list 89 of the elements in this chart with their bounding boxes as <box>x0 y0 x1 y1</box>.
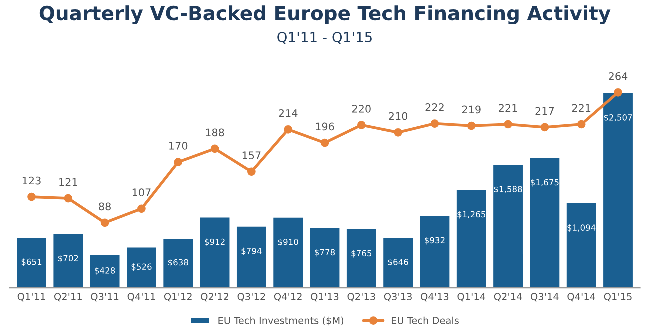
data-label: 214 <box>279 109 298 118</box>
x-tick-label: Q3'13 <box>384 293 412 302</box>
bar <box>198 216 232 288</box>
bar <box>528 156 562 288</box>
point <box>210 144 220 154</box>
point <box>138 204 146 214</box>
data-label: $932 <box>425 237 445 245</box>
bar <box>52 232 84 288</box>
point <box>248 168 256 176</box>
x-tick-label: Q3'11 <box>91 293 119 302</box>
point <box>100 218 110 228</box>
x-tick-label: Q1'13 <box>311 293 339 302</box>
x-tick-label: Q4'12 <box>274 293 302 302</box>
x-tick-label: Q2'11 <box>54 293 82 302</box>
data-label: $778 <box>315 249 336 257</box>
data-label: 220 <box>352 105 371 113</box>
data-label: 222 <box>426 104 444 112</box>
bar <box>308 226 342 288</box>
data-label: $638 <box>168 259 188 267</box>
data-label: 210 <box>389 112 408 120</box>
data-label: 123 <box>22 176 41 185</box>
legend-label: EU Tech Deals <box>392 316 459 324</box>
data-label: 221 <box>499 104 518 112</box>
point <box>174 158 183 166</box>
x-tick-label: Q3'14 <box>531 293 559 302</box>
data-label: 88 <box>99 202 111 211</box>
point <box>284 126 293 134</box>
point <box>394 128 402 137</box>
data-label: 221 <box>572 104 591 112</box>
x-tick-label: Q4'11 <box>128 293 156 302</box>
x-tick-label: Q3'12 <box>238 293 266 302</box>
x-tick-label: Q1'14 <box>458 293 486 302</box>
x-tick-label: Q2'13 <box>348 293 376 302</box>
data-label: 217 <box>536 107 554 115</box>
data-label: 188 <box>206 128 224 137</box>
data-label: $1,265 <box>458 211 486 219</box>
x-tick-label: Q2'14 <box>494 293 522 302</box>
data-label: $526 <box>132 264 152 272</box>
bar <box>602 92 634 288</box>
data-label: $1,588 <box>494 186 522 194</box>
bar <box>88 254 122 288</box>
point <box>614 88 622 97</box>
point <box>577 120 586 129</box>
data-label: 121 <box>60 178 78 186</box>
data-label: $1,675 <box>531 179 559 187</box>
point <box>504 120 512 129</box>
data-label: 157 <box>242 152 261 160</box>
x-tick-label: Q1'15 <box>604 293 632 302</box>
data-label: 196 <box>316 122 334 131</box>
bar <box>272 216 304 288</box>
data-label: 170 <box>170 142 188 150</box>
data-label: 219 <box>462 106 481 114</box>
bar <box>566 202 598 288</box>
data-label: $912 <box>205 238 225 246</box>
point <box>357 121 366 130</box>
point <box>320 138 330 148</box>
point <box>64 194 73 203</box>
bar <box>418 214 452 288</box>
data-label: $1,094 <box>568 224 596 232</box>
data-label: $428 <box>95 267 116 275</box>
x-tick-label: Q1'12 <box>164 293 192 302</box>
point <box>540 123 550 132</box>
bar <box>346 228 378 288</box>
data-label: 264 <box>609 72 628 80</box>
data-label: $765 <box>352 250 372 258</box>
bar <box>456 188 488 288</box>
point <box>430 120 440 128</box>
point <box>28 192 36 202</box>
x-tick-label: Q4'14 <box>568 293 596 302</box>
bar <box>16 236 48 288</box>
legend-label: EU Tech Investments ($M) <box>218 316 344 326</box>
data-label: $2,507 <box>604 114 632 122</box>
bar <box>236 226 268 288</box>
bar <box>492 164 524 288</box>
chart-title: Quarterly VC-Backed Europe Tech Financing Activity <box>40 6 611 25</box>
data-label: $646 <box>388 258 408 266</box>
bar <box>126 246 158 288</box>
bar <box>382 237 414 288</box>
point <box>467 122 476 130</box>
chart-subtitle: Q1'11 - Q1'15 <box>278 32 372 44</box>
bar <box>162 238 194 288</box>
x-tick-label: Q2'12 <box>201 293 228 302</box>
x-tick-label: Q4'13 <box>421 293 449 302</box>
x-tick-label: Q1'11 <box>18 293 46 302</box>
data-label: $910 <box>278 238 298 246</box>
data-label: $702 <box>58 255 78 263</box>
data-label: $651 <box>22 258 42 266</box>
data-label: $794 <box>242 248 262 256</box>
data-label: 107 <box>132 188 151 197</box>
